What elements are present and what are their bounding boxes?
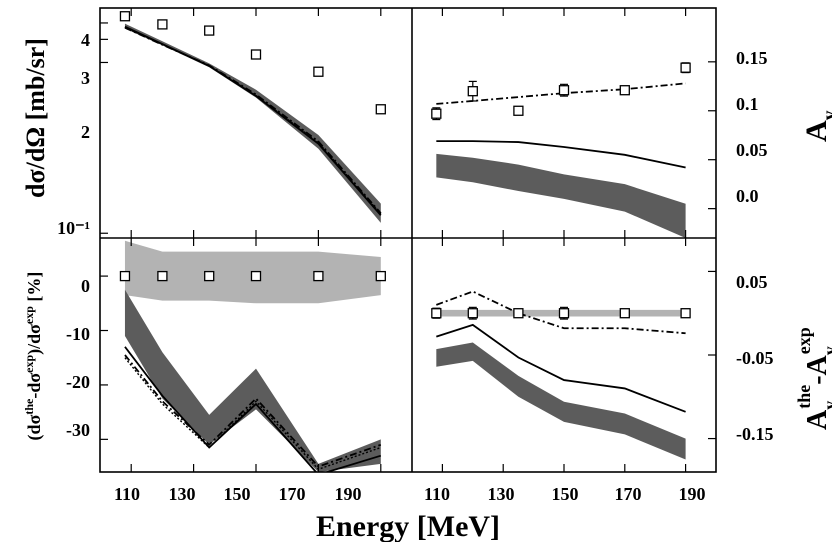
top-right-dash-dot-line-2 xyxy=(436,82,686,105)
dsigma-ratio-label-part-2: -dσ xyxy=(24,373,44,399)
x-tick-label-r-3: 170 xyxy=(615,484,642,504)
ay-diff-label-sup-exp: exp xyxy=(794,327,814,354)
top-left-data-point-5 xyxy=(375,104,386,115)
top-right-plot-group xyxy=(436,82,686,238)
y-tick-label-bl-3: -30 xyxy=(66,420,90,440)
y-axis-title-bottom-left: (dσthe-dσexp)/dσexp [%] xyxy=(22,272,45,441)
x-tick-label-r-4: 190 xyxy=(679,484,706,504)
top-left-data-point-3 xyxy=(250,49,262,60)
ay-label-subscript: y xyxy=(819,110,832,120)
y-axis-title-top-right: Ay xyxy=(800,110,832,142)
top-left-plot-group xyxy=(124,23,382,223)
top-left-data-point-2 xyxy=(204,25,215,36)
y-axis-title-top-left: dσ/dΩ [mb/sr] xyxy=(21,38,50,198)
top-right-band-series-0 xyxy=(436,153,686,238)
top-right-data-point-0 xyxy=(431,108,442,119)
y-tick-label-br-1: -0.05 xyxy=(736,348,774,368)
y-tick-label-tr-2: 0.05 xyxy=(736,140,768,160)
top-left-data-point-1 xyxy=(157,19,168,30)
dsigma-ratio-label-sup-the: the xyxy=(22,398,36,415)
x-tick-label-l-1: 130 xyxy=(169,484,196,504)
bottom-right-data-point-4 xyxy=(619,308,630,319)
bottom-right-data-point-5 xyxy=(680,308,691,319)
x-axis-title: Energy [MeV] xyxy=(316,510,500,542)
top-right-solid-line-1 xyxy=(436,140,686,169)
bottom-left-data-point-4 xyxy=(313,270,324,282)
bottom-left-band-series-1 xyxy=(124,289,381,472)
bottom-right-band-series-1 xyxy=(436,342,686,460)
y-tick-label-bl-2: -20 xyxy=(66,372,90,392)
axes-layer xyxy=(99,7,717,473)
plot-layer xyxy=(119,11,691,472)
y-tick-label-bl-1: -10 xyxy=(66,324,90,344)
top-right-data-point-4 xyxy=(619,85,630,96)
bottom-left-data-point-0 xyxy=(119,270,131,282)
top-left-dash-dot-line-2 xyxy=(124,26,382,214)
y-tick-label-tl-3: 10⁻¹ xyxy=(57,218,90,238)
y-tick-label-br-0: 0.05 xyxy=(736,272,768,292)
x-tick-label-r-2: 150 xyxy=(552,484,579,504)
bottom-left-dash-dot-line-3 xyxy=(124,354,382,468)
dsigma-ratio-label-unit: [%] xyxy=(24,272,44,307)
x-tick-label-l-0: 110 xyxy=(114,484,140,504)
top-right-data-point-3 xyxy=(558,85,570,96)
bottom-left-data-point-5 xyxy=(375,270,386,282)
ay-diff-label-sup-the: the xyxy=(794,385,814,409)
bottom-right-data-point-1 xyxy=(467,308,478,319)
x-tick-label-l-2: 150 xyxy=(224,484,251,504)
bottom-right-dash-dot-line-3 xyxy=(436,290,686,335)
top-left-dotted-line-3 xyxy=(124,26,382,215)
x-tick-label-l-3: 170 xyxy=(279,484,306,504)
dsigma-ratio-label-sup-exp-1: exp xyxy=(22,355,36,373)
dsigma-ratio-label-part-1: (dσ xyxy=(24,414,45,440)
plot-frame xyxy=(99,7,717,473)
x-tick-label-l-4: 190 xyxy=(335,484,362,504)
ay-diff-label-sub-1: y xyxy=(820,401,832,410)
dsigma-ratio-label-sup-exp-2: exp xyxy=(22,306,36,324)
bottom-right-solid-line-2 xyxy=(436,323,686,413)
y-axis-title-bottom-right: Aythe-Ayexp xyxy=(794,327,832,430)
y-tick-label-tl-1: 3 xyxy=(81,68,90,88)
x-tick-label-r-0: 110 xyxy=(424,484,450,504)
ay-diff-label-mid: -A xyxy=(802,354,832,384)
y-tick-label-tr-3: 0.0 xyxy=(736,186,759,206)
top-right-data-point-2 xyxy=(513,105,524,116)
bottom-left-dotted-line-4 xyxy=(124,357,382,471)
bottom-left-data-point-3 xyxy=(250,270,262,282)
y-tick-label-bl-0: 0 xyxy=(81,276,90,296)
x-tick-label-r-1: 130 xyxy=(488,484,515,504)
y-tick-label-tr-0: 0.15 xyxy=(736,48,768,68)
dsigma-ratio-label-part-3: )/dσ xyxy=(24,324,45,355)
y-tick-label-br-2: -0.15 xyxy=(736,424,774,444)
top-right-data-point-5 xyxy=(680,62,691,73)
y-tick-label-tl-0: 4 xyxy=(81,30,90,50)
bottom-right-data-point-2 xyxy=(513,308,524,319)
ay-diff-label-a1: A xyxy=(802,409,832,430)
ay-diff-label-sub-2: y xyxy=(820,346,832,355)
top-left-data-point-0 xyxy=(119,11,131,22)
top-left-data-point-4 xyxy=(313,66,324,77)
ay-label-main: A xyxy=(800,120,832,142)
bottom-left-data-point-1 xyxy=(157,270,168,282)
y-tick-label-tr-1: 0.1 xyxy=(736,94,759,114)
y-tick-label-tl-2: 2 xyxy=(81,122,90,142)
bottom-right-data-point-3 xyxy=(558,308,570,319)
top-right-data-point-1 xyxy=(467,86,478,97)
bottom-left-data-point-2 xyxy=(204,270,215,282)
bottom-right-data-point-0 xyxy=(431,308,442,319)
